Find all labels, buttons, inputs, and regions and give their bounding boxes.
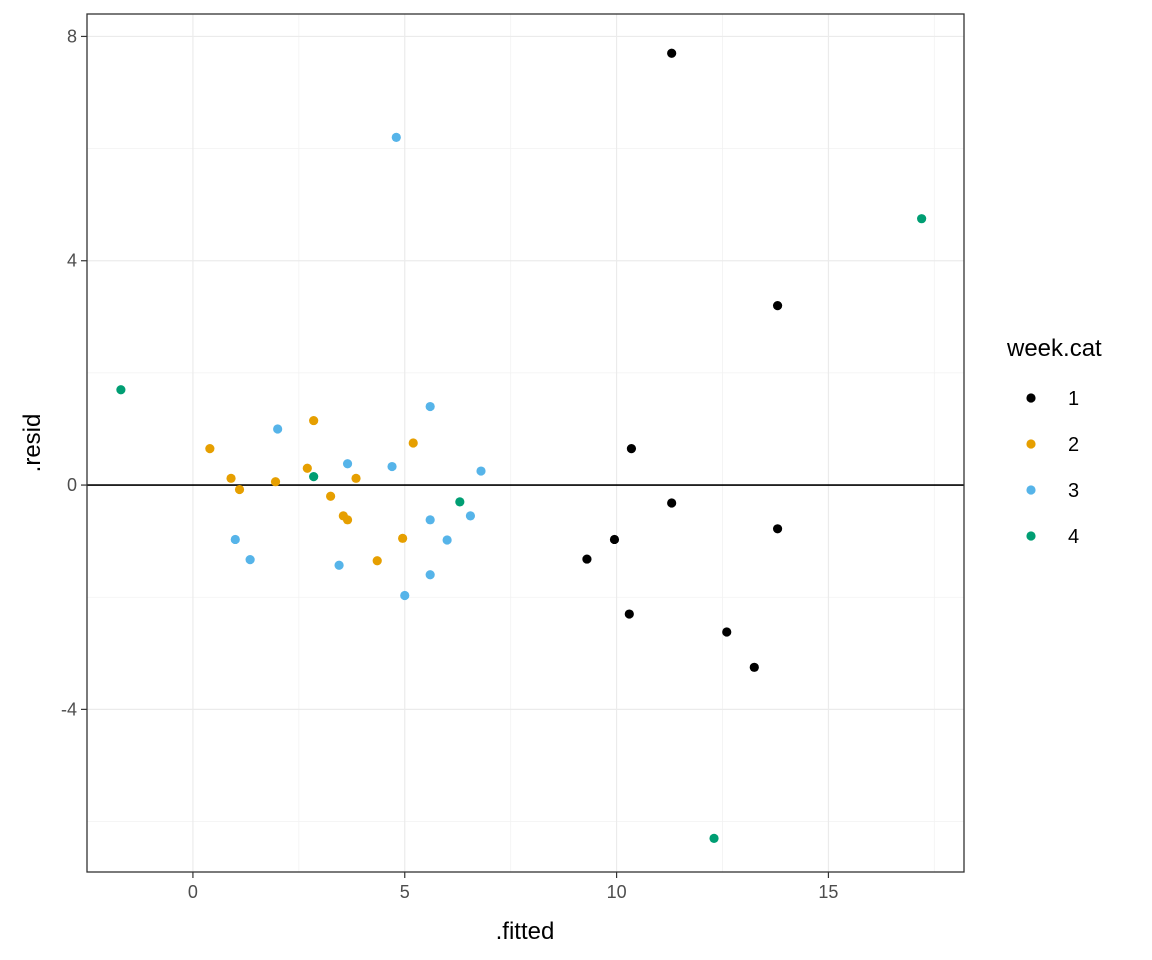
legend-label: 1 [1068,388,1079,410]
data-point-week-4 [116,385,126,395]
legend-key-week-1 [1026,393,1036,403]
data-point-week-1 [609,534,620,545]
y-tick-label: 4 [67,251,77,271]
data-point-week-2 [326,491,336,501]
legend-label: 2 [1068,434,1079,456]
data-point-week-1 [626,444,637,454]
data-points [116,48,927,843]
major-gridlines [87,14,964,872]
legend-key-week-2 [1026,439,1036,449]
data-point-week-1 [772,301,783,311]
data-point-week-2 [205,444,215,454]
legend-key-week-3 [1026,485,1036,495]
legend: week.cat 1 2 3 4 [1006,335,1102,548]
legend-label: 4 [1068,526,1079,548]
data-point-week-1 [749,662,759,672]
data-point-week-3 [400,590,410,601]
data-point-week-3 [425,401,435,412]
legend-key-week-4 [1026,531,1036,541]
data-point-week-3 [425,570,435,580]
data-point-week-1 [772,524,783,534]
plot-panel-background [87,14,964,872]
data-point-week-1 [667,48,677,58]
data-point-week-1 [624,609,634,619]
data-point-week-4 [917,214,927,224]
x-axis-ticks: 0 5 10 15 [188,872,838,902]
plot-panel-border [86,13,965,873]
y-tick-label: -4 [61,699,77,719]
data-point-week-2 [302,463,312,473]
minor-gridlines [86,14,964,872]
data-point-week-4 [455,497,465,507]
data-point-week-1 [667,498,677,508]
legend-title: week.cat [1006,335,1102,362]
data-point-week-2 [372,556,382,566]
data-point-week-3 [230,534,240,545]
data-point-week-2 [309,415,319,426]
y-axis-title: .resid [19,414,46,473]
data-point-week-3 [476,466,486,476]
y-tick-label: 8 [67,26,77,46]
data-point-week-2 [351,473,361,483]
x-tick-label: 0 [188,882,198,902]
data-point-week-3 [387,461,397,472]
x-tick-label: 5 [400,882,410,902]
y-axis-ticks: -4 0 4 8 [61,26,87,719]
data-point-week-3 [342,459,353,469]
data-point-week-2 [234,484,245,495]
data-point-week-3 [273,424,283,434]
data-point-week-3 [334,560,344,570]
y-tick-label: 0 [67,475,77,495]
legend-label: 3 [1068,480,1079,502]
data-point-week-1 [722,627,732,637]
data-point-week-2 [342,515,353,525]
data-point-week-2 [398,533,408,543]
data-point-week-2 [226,473,236,483]
data-point-week-4 [309,472,319,482]
data-point-week-3 [425,515,435,525]
x-axis-title: .fitted [496,918,555,945]
x-tick-label: 10 [607,882,627,902]
data-point-week-3 [442,535,452,545]
legend-items: 1 2 3 4 [1026,388,1079,548]
data-point-week-2 [270,477,281,487]
data-point-week-3 [465,511,476,521]
x-tick-label: 15 [818,882,838,902]
data-point-week-3 [245,555,255,565]
data-point-week-2 [408,438,418,448]
data-point-week-1 [582,554,592,564]
data-point-week-4 [709,833,719,843]
data-point-week-3 [391,132,401,142]
